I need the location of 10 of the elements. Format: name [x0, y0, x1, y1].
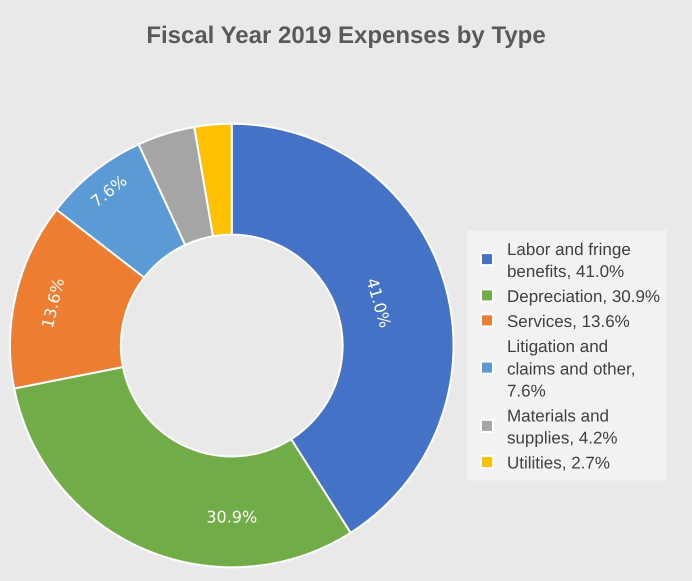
- chart-title: Fiscal Year 2019 Expenses by Type: [146, 22, 546, 49]
- data-label: 41.0%: [362, 276, 395, 330]
- legend-label: Litigation and claims and other, 7.6%: [506, 337, 636, 400]
- data-label: 13.6%: [38, 276, 68, 330]
- legend-label: Materials and supplies, 4.2%: [506, 406, 618, 448]
- data-label: 30.9%: [206, 508, 258, 527]
- legend-label: Utilities, 2.7%: [506, 454, 610, 473]
- legend-label: Services, 13.6%: [506, 312, 630, 332]
- legend-label: Labor and fringe benefits, 41.0%: [506, 240, 631, 281]
- legend-label: Depreciation, 30.9%: [506, 286, 660, 306]
